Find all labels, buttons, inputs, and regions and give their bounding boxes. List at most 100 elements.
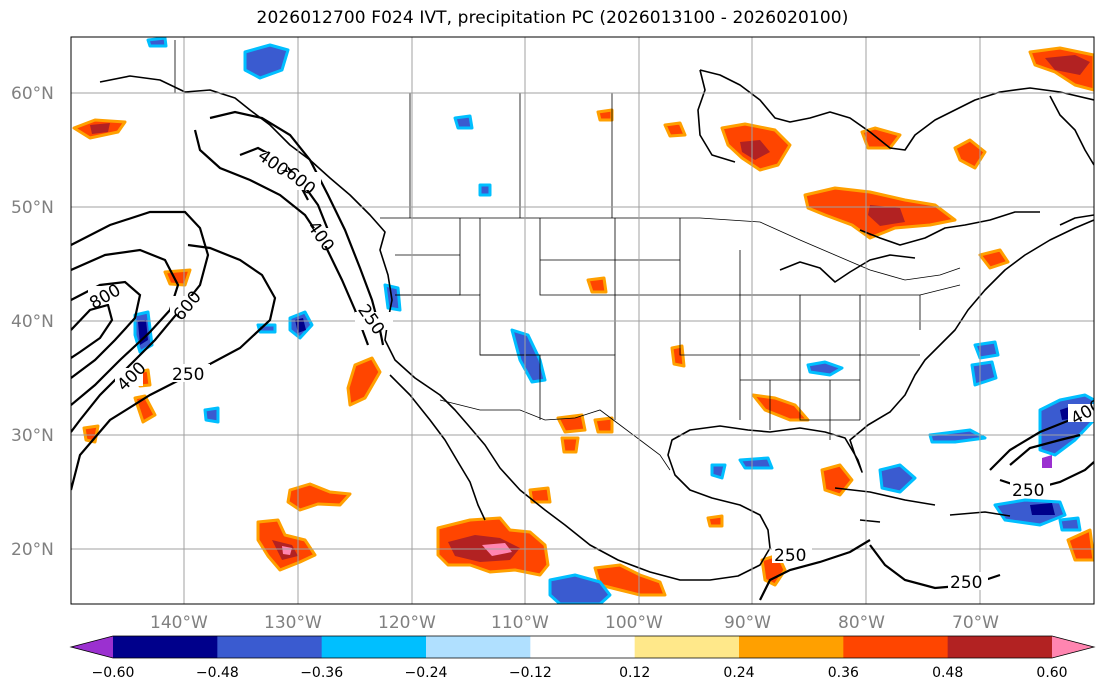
precip-patch xyxy=(528,486,552,504)
precip-patch xyxy=(820,463,854,497)
graticule xyxy=(71,37,1094,604)
precip-patch-neg xyxy=(548,573,612,604)
map-frame xyxy=(70,36,1095,605)
precip-patch xyxy=(286,482,352,512)
precip-patch-neg xyxy=(710,463,727,480)
lat-label-20: 20°N xyxy=(11,540,54,560)
baja-california-coast xyxy=(389,374,486,521)
precip-patch-neg xyxy=(243,43,290,80)
ivt-contour-400-b xyxy=(193,129,370,346)
precip-patch-neg xyxy=(806,360,844,377)
precip-patch-neg xyxy=(453,114,474,130)
precip-patch xyxy=(593,416,614,434)
hispaniola xyxy=(949,511,1011,517)
precip-core xyxy=(868,205,905,226)
ivt-contour-250-d xyxy=(759,539,871,601)
precip-patch xyxy=(670,344,686,368)
colorbar-tick-label: −0.36 xyxy=(300,665,343,681)
us-canada-border xyxy=(380,217,961,281)
precip-patch-neg xyxy=(1058,516,1082,532)
precip-peak-neg xyxy=(1042,455,1052,468)
state-border xyxy=(919,284,961,296)
colorbar-tick-label: 0.48 xyxy=(932,665,963,681)
ivt-contour-600 xyxy=(71,280,142,379)
precip-patch xyxy=(1066,528,1094,562)
precip-patch-neg xyxy=(973,340,1000,360)
contour-label-250: 250 xyxy=(172,365,204,385)
colorbar-tick-label: −0.24 xyxy=(405,665,448,681)
colorbar-segment xyxy=(843,636,949,658)
precip-patch xyxy=(596,108,614,122)
ivt-contour-250 xyxy=(71,210,210,433)
labrador-coast xyxy=(1049,95,1094,166)
colorbar-tick-label: 0.24 xyxy=(723,665,754,681)
jamaica xyxy=(859,519,881,523)
ivt-contour-800 xyxy=(71,303,114,359)
contour-label-250-e: 250 xyxy=(950,573,982,593)
lon-label-130w: 130°W xyxy=(264,613,322,633)
precip-patch xyxy=(556,413,587,434)
precip-patch xyxy=(978,248,1010,270)
colorbar-tick-label: −0.12 xyxy=(509,665,552,681)
precip-core xyxy=(1045,55,1090,75)
lat-label-40: 40°N xyxy=(11,312,54,332)
ivt-contour-250-g xyxy=(1009,433,1081,466)
us-mexico-border xyxy=(439,399,671,471)
lon-label-80w: 80°W xyxy=(838,613,885,633)
coastlines xyxy=(99,69,1094,581)
ivt-contour-250-b xyxy=(71,243,277,491)
precip-core-neg xyxy=(138,320,148,345)
state-border xyxy=(739,250,801,355)
lon-label-90w: 90°W xyxy=(724,613,771,633)
ivt-contour-250-c xyxy=(209,110,385,346)
contour-label-250-d: 250 xyxy=(774,546,806,566)
colorbar-segment xyxy=(739,636,844,658)
lat-label-50: 50°N xyxy=(11,198,54,218)
precip-patch-neg xyxy=(383,283,402,312)
precip-patch-neg xyxy=(146,37,168,48)
precip-patch xyxy=(706,514,724,528)
map-title: 2026012700 F024 IVT, precipitation PC (2… xyxy=(256,8,849,28)
st-lawrence xyxy=(859,211,1040,246)
ivt-contour-600-b xyxy=(239,146,332,236)
colorbar-segment xyxy=(217,636,323,658)
colorbar-extend-high xyxy=(1052,636,1094,658)
latitude-labels: 60°N 50°N 40°N 30°N 20°N xyxy=(11,84,54,560)
precip-patch xyxy=(593,563,667,597)
precip-patch xyxy=(560,436,580,454)
precip-patch xyxy=(346,356,382,407)
precip-core xyxy=(740,140,770,160)
colorbar-tick-label: 0.60 xyxy=(1036,665,1067,681)
lon-label-70w: 70°W xyxy=(952,613,999,633)
colorbar-segment xyxy=(634,636,740,658)
precip-patch xyxy=(586,276,608,294)
precip-patch-neg xyxy=(478,183,492,197)
precip-patch-neg xyxy=(878,463,917,494)
lon-label-120w: 120°W xyxy=(378,613,436,633)
cuba xyxy=(834,487,936,506)
lon-label-140w: 140°W xyxy=(150,613,208,633)
colorbar-tick-label: −0.48 xyxy=(196,665,239,681)
state-border xyxy=(539,218,616,355)
colorbar-segment xyxy=(113,636,218,658)
precip-core-neg xyxy=(1030,503,1055,515)
colorbar-tick-label: 0.36 xyxy=(828,665,859,681)
precip-patch-neg xyxy=(970,360,998,387)
colorbar-outline xyxy=(69,635,1096,659)
precip-patch-neg xyxy=(203,406,220,424)
precip-patch-neg xyxy=(928,428,987,444)
lat-label-30: 30°N xyxy=(11,426,54,446)
north-america-coast xyxy=(99,75,1094,581)
colorbar-tick-label: −0.60 xyxy=(92,665,135,681)
colorbar-segment xyxy=(947,636,1053,658)
colorbar-segment xyxy=(530,636,636,658)
hudson-bay-west xyxy=(697,69,736,163)
colorbar: −0.60 −0.48 −0.36 −0.24 −0.12 0.12 0.24 0.36 0.4… xyxy=(69,635,1096,681)
nova-scotia xyxy=(1059,214,1094,226)
lon-label-110w: 110°W xyxy=(491,613,549,633)
lon-label-100w: 100°W xyxy=(605,613,663,633)
colorbar-segment xyxy=(321,636,427,658)
great-lakes xyxy=(779,254,916,283)
precip-patch-neg xyxy=(510,328,547,384)
